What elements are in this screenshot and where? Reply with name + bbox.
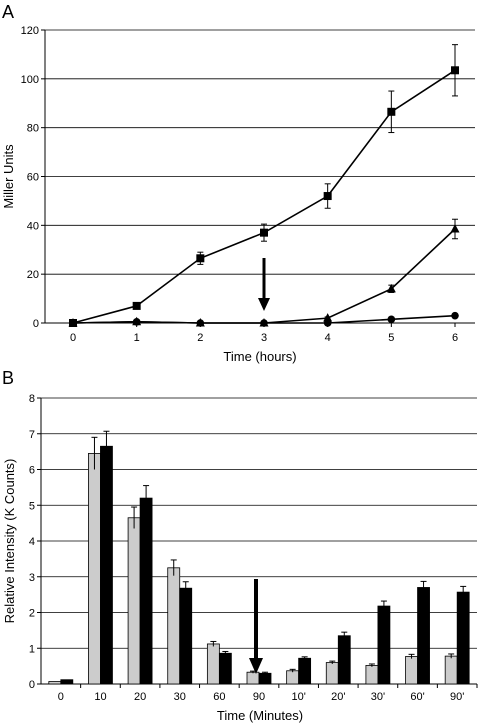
bar-gray [365, 665, 379, 685]
y-tick-label: 8 [29, 393, 35, 405]
x-tick-label: 60 [213, 691, 225, 703]
y-axis-label: Relative Intensity (K Counts) [2, 459, 17, 624]
data-point-square [387, 107, 396, 116]
bar-black [417, 587, 430, 685]
x-tick-label: 10 [94, 691, 106, 703]
y-tick-label: 0 [33, 318, 39, 330]
x-tick-label: 30' [371, 691, 385, 703]
y-tick-label: 2 [29, 608, 35, 620]
bar-gray [167, 567, 181, 685]
y-tick-label: 80 [27, 123, 39, 135]
data-point-circle [69, 319, 77, 327]
data-point-triangle [323, 313, 333, 322]
x-tick-label: 30 [174, 691, 186, 703]
x-tick-label: 20' [331, 691, 345, 703]
y-tick-label: 0 [29, 679, 35, 691]
data-point-circle [132, 317, 141, 326]
data-point-circle [196, 319, 205, 327]
x-tick-label: 90 [253, 691, 265, 703]
y-tick-label: 5 [29, 500, 35, 512]
bar-gray [127, 517, 141, 685]
bar-black [179, 587, 193, 685]
bar-black [258, 672, 272, 685]
bar-black [139, 497, 153, 685]
x-axis-label: Time (hours) [223, 349, 296, 364]
data-point-triangle [386, 283, 396, 293]
y-tick-label: 7 [29, 429, 35, 441]
chart-a: 0 20 40 60 80 100 120 0 1 2 3 4 5 6 Time (hours) Miller… [1, 25, 475, 364]
y-tick-label: 4 [29, 536, 35, 548]
y-axis-label: Miller Units [1, 144, 16, 209]
bar-gray [405, 656, 418, 685]
bar-black [60, 679, 74, 685]
y-tick-label: 60 [27, 172, 39, 184]
data-point-square [132, 301, 141, 310]
bar-gray [444, 655, 458, 685]
data-point-square [260, 228, 268, 237]
data-point-square [323, 192, 332, 201]
arrow-head [249, 658, 263, 674]
y-tick-label: 3 [29, 572, 35, 584]
y-tick-label: 6 [29, 465, 35, 477]
arrow-head [258, 298, 270, 311]
bar-gray [48, 681, 62, 685]
x-tick-label: 4 [325, 332, 331, 344]
bar-gray [206, 643, 220, 685]
x-tick-label: 20 [134, 691, 146, 703]
bar-black [100, 445, 113, 685]
panel-b-label: B [2, 368, 14, 388]
y-tick-label: 100 [21, 74, 39, 86]
data-point-square [451, 66, 459, 75]
y-tick-label: 40 [27, 220, 39, 232]
data-point-circle [451, 311, 459, 320]
x-tick-label: 1 [134, 332, 140, 344]
x-tick-label: 5 [388, 332, 394, 344]
data-point-square [196, 254, 205, 263]
bar-black [337, 635, 351, 685]
bar-gray [88, 453, 101, 685]
x-tick-label: 0 [70, 332, 76, 344]
data-point-triangle [450, 223, 460, 233]
x-axis-label: Time (Minutes) [217, 708, 303, 723]
bar-black [377, 605, 391, 685]
x-tick-label: 2 [197, 332, 203, 344]
x-tick-label: 0 [58, 691, 64, 703]
y-tick-label: 20 [27, 269, 39, 281]
bar-gray [325, 662, 339, 685]
bar-gray [286, 670, 300, 685]
bar-black [298, 657, 312, 685]
x-tick-label: 10' [291, 691, 305, 703]
bar-black [218, 652, 232, 685]
y-tick-label: 1 [29, 643, 35, 655]
x-tick-label: 3 [261, 332, 267, 344]
y-tick-label: 120 [21, 25, 39, 37]
chart-b: 0 1 2 3 4 5 6 7 8 0 10 20 30 60 90 10' 20' 30' 60' 90' Time … [2, 393, 478, 723]
x-tick-label: 6 [452, 332, 458, 344]
bar-black [456, 591, 470, 685]
data-point-circle [323, 319, 332, 327]
bar-gray [246, 671, 260, 685]
data-point-circle [387, 315, 396, 324]
data-point-circle [260, 319, 268, 327]
x-tick-label: 90' [450, 691, 464, 703]
x-tick-label: 60' [410, 691, 424, 703]
panel-a-label: A [2, 2, 14, 22]
